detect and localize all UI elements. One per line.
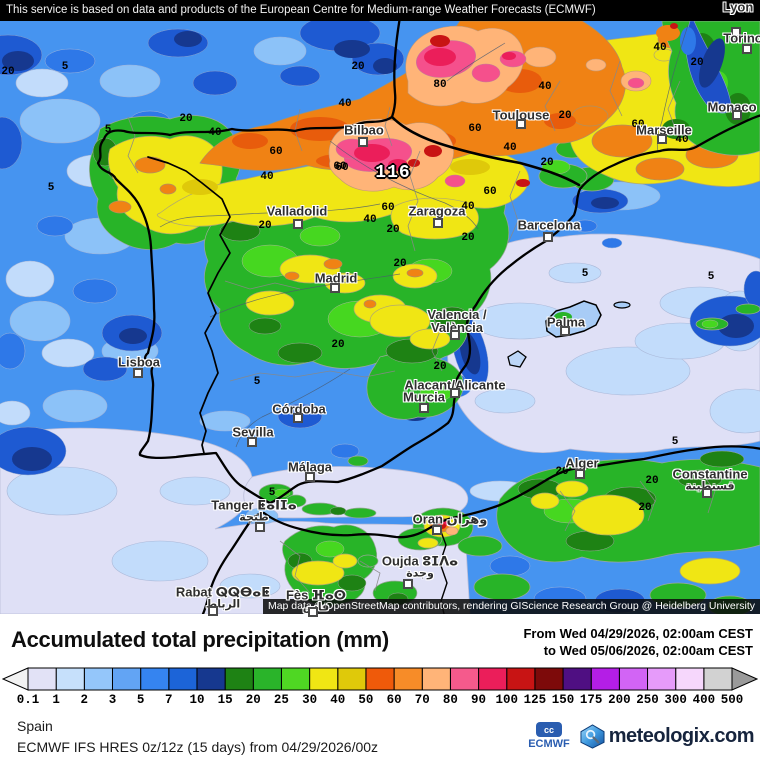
scale-color-cell <box>168 667 198 691</box>
scale-tick-label: 10 <box>189 693 205 707</box>
scale-color-cell <box>196 667 226 691</box>
scale-color-cell <box>618 667 649 691</box>
scale-tick-label: 25 <box>273 693 289 707</box>
scale-color-cell <box>534 667 564 691</box>
scale-color-cell <box>449 667 480 691</box>
branding: cc ECMWF meteologix.com <box>528 722 755 750</box>
scale-color-cell <box>252 667 282 691</box>
scale-tick-label: 1 <box>52 693 60 707</box>
scale-tick-label: 100 <box>495 693 518 707</box>
scale-tick-label: 5 <box>136 693 145 707</box>
period-to: to Wed 05/06/2026, 02:00am CEST <box>543 643 753 658</box>
color-scale: 0.1 1 2 3 5 7 10 15 20 25 30 40 50 60 70 80 90 100 125 150 1… <box>1 667 759 709</box>
scale-tick-label: 20 <box>245 693 261 707</box>
ecmwf-logo-icon: cc <box>535 722 562 737</box>
scale-tick-label: 7 <box>165 693 173 707</box>
scale-color-cell <box>393 667 423 691</box>
ecmwf-logo-text: ECMWF <box>528 738 570 750</box>
scale-tick-label: 60 <box>386 693 402 707</box>
ecmwf-notice-bar: This service is based on data and produc… <box>0 0 760 21</box>
scale-tick-label: 250 <box>636 693 659 707</box>
scale-tick-label: 3 <box>108 693 117 707</box>
scale-tick-label: 150 <box>551 693 575 707</box>
scale-tick-label: 30 <box>302 693 318 707</box>
scale-color-cell <box>83 667 113 691</box>
model-run-label: ECMWF IFS HRES 0z/12z (15 days) from 04/… <box>17 739 379 755</box>
scale-color-cell <box>337 667 367 691</box>
scale-tick-label: 2 <box>80 693 89 707</box>
scale-color-cell <box>27 667 57 691</box>
precipitation-map[interactable]: Map data © OpenStreetMap contributors, r… <box>0 21 760 614</box>
scale-tick-label: 125 <box>523 693 547 707</box>
meteologix-logo[interactable]: meteologix.com <box>580 723 755 749</box>
scale-color-cell <box>224 667 254 691</box>
scale-color-cell <box>111 667 142 691</box>
scale-tick-label: 90 <box>471 693 487 707</box>
scale-tick-label: 70 <box>414 693 430 707</box>
map-attribution: Map data © OpenStreetMap contributors, r… <box>262 599 760 614</box>
scale-tick-label: 15 <box>217 693 233 707</box>
color-scale-bar <box>1 667 759 691</box>
scale-color-cell <box>309 667 339 691</box>
region-label: Spain <box>17 718 53 734</box>
scale-tick-label: 175 <box>579 693 603 707</box>
precipitation-raster <box>0 21 760 614</box>
scale-color-cell <box>421 667 451 691</box>
scale-color-cell <box>675 667 705 691</box>
scale-color-cell <box>280 667 311 691</box>
scale-color-cell <box>703 667 733 691</box>
ecmwf-notice-text: This service is based on data and produc… <box>6 4 596 16</box>
scale-tick-label: 40 <box>330 693 346 707</box>
scale-color-cell <box>365 667 395 691</box>
scale-color-cell <box>647 667 677 691</box>
meteologix-logo-text: meteologix.com <box>608 724 755 747</box>
scale-right-arrow <box>731 667 759 691</box>
scale-tick-label: 300 <box>664 693 687 707</box>
scale-color-cell <box>55 667 85 691</box>
ecmwf-logo[interactable]: cc ECMWF <box>528 722 570 750</box>
period-from: From Wed 04/29/2026, 02:00am CEST <box>523 626 753 641</box>
ecmwf-badge-glyph: cc <box>543 724 554 735</box>
scale-tick-label: 200 <box>608 693 631 707</box>
scale-color-cell <box>140 667 170 691</box>
scale-tick-label: 50 <box>358 693 374 707</box>
map-attribution-text: Map data © OpenStreetMap contributors, r… <box>267 600 755 612</box>
meteologix-cube-icon <box>580 723 605 749</box>
scale-color-cell <box>562 667 592 691</box>
scale-tick-label: 0.1 <box>16 693 40 707</box>
scale-tick-label: 80 <box>442 693 458 707</box>
scale-color-cell <box>590 667 620 691</box>
scale-color-cell <box>478 667 508 691</box>
scale-left-arrow <box>1 667 29 691</box>
scale-tick-label: 500 <box>720 693 744 707</box>
scale-color-cell <box>506 667 536 691</box>
legend-panel: Accumulated total precipitation (mm) Fro… <box>0 614 760 760</box>
forecast-period: From Wed 04/29/2026, 02:00am CEST to Wed… <box>523 625 753 659</box>
chart-title: Accumulated total precipitation (mm) <box>11 627 389 652</box>
scale-tick-label: 400 <box>692 693 716 707</box>
